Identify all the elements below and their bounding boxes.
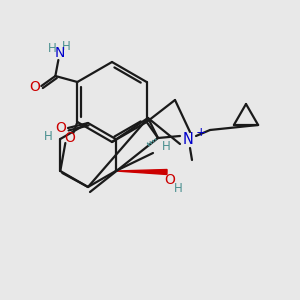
Text: H: H [44,130,53,143]
Text: N: N [54,46,64,60]
Text: O: O [165,173,176,187]
Text: H: H [174,182,182,196]
Polygon shape [116,169,167,175]
Text: O: O [29,80,40,94]
Text: N: N [183,133,194,148]
Text: H: H [62,40,71,53]
Text: O: O [64,131,75,145]
Text: H: H [162,140,170,152]
Text: +: + [196,125,206,139]
Text: O: O [56,121,66,135]
Text: H: H [48,41,57,55]
